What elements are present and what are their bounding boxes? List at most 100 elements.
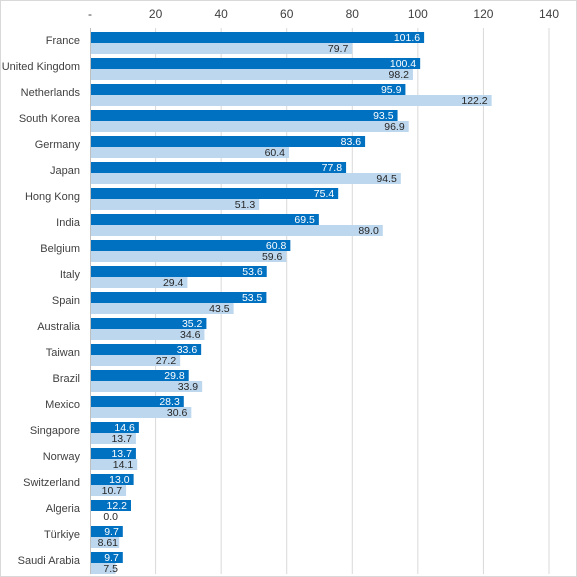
category-label: Türkiye <box>44 529 80 541</box>
category-label: Netherlands <box>21 87 81 99</box>
bar-dark <box>91 448 136 459</box>
bar-dark <box>91 32 425 43</box>
bar-dark <box>91 84 406 95</box>
bar-light <box>91 303 234 314</box>
data-label: 89.0 <box>358 225 379 237</box>
bar-light <box>91 485 127 496</box>
bar-light <box>91 355 181 366</box>
data-label: 12.2 <box>107 500 128 512</box>
bar-dark <box>91 344 202 355</box>
data-label: 33.9 <box>178 381 199 393</box>
data-label: 14.6 <box>114 422 135 434</box>
category-label: Algeria <box>46 503 81 515</box>
data-label: 95.9 <box>381 84 402 96</box>
bar-light <box>91 251 287 262</box>
bar-dark <box>91 526 123 537</box>
x-tick-label: 80 <box>346 7 360 21</box>
data-label: 93.5 <box>373 110 394 122</box>
data-label: 8.61 <box>98 537 119 549</box>
category-label: Australia <box>37 321 81 333</box>
x-tick-label: 60 <box>280 7 294 21</box>
bar-dark <box>91 162 347 173</box>
category-label: Belgium <box>40 243 80 255</box>
x-tick-label: 20 <box>149 7 163 21</box>
bar-dark <box>91 292 267 303</box>
bar-dark <box>91 266 267 277</box>
data-label: 101.6 <box>394 32 420 44</box>
bar-dark <box>91 240 291 251</box>
bar-light <box>91 277 188 288</box>
bar-light <box>91 43 353 54</box>
bar-light <box>91 225 383 236</box>
data-label: 94.5 <box>376 173 397 185</box>
bar-dark <box>91 58 421 69</box>
bar-dark <box>91 500 131 511</box>
category-label: Singapore <box>30 425 80 437</box>
data-label: 9.7 <box>104 526 119 538</box>
category-label: Spain <box>52 295 80 307</box>
bar-dark <box>91 474 134 485</box>
data-label: 0.0 <box>103 511 118 523</box>
category-label: Taiwan <box>46 347 80 359</box>
x-tick-label: - <box>88 7 92 21</box>
data-label: 69.5 <box>294 214 315 226</box>
data-label: 53.6 <box>242 266 263 278</box>
bar-light <box>91 433 136 444</box>
data-label: 43.5 <box>209 303 230 315</box>
category-label: Hong Kong <box>25 191 80 203</box>
data-label: 10.7 <box>102 485 123 497</box>
bar-dark <box>91 214 319 225</box>
bar-light <box>91 563 116 574</box>
bar-light <box>91 121 409 132</box>
data-label: 75.4 <box>314 188 335 200</box>
data-label: 60.8 <box>266 240 287 252</box>
data-label: 35.2 <box>182 318 203 330</box>
bar-dark <box>91 370 189 381</box>
data-label: 122.2 <box>461 95 487 107</box>
category-label: Saudi Arabia <box>18 555 81 567</box>
data-label: 30.6 <box>167 407 188 419</box>
category-label: Germany <box>35 139 81 151</box>
data-label: 29.8 <box>164 370 185 382</box>
x-tick-label: 120 <box>473 7 493 21</box>
category-label: Brazil <box>52 373 80 385</box>
data-label: 51.3 <box>235 199 256 211</box>
category-label: Japan <box>50 165 80 177</box>
data-label: 98.2 <box>389 69 410 81</box>
bar-dark <box>91 422 139 433</box>
bar-light <box>91 537 120 548</box>
data-label: 28.3 <box>159 396 180 408</box>
data-label: 100.4 <box>390 58 416 70</box>
bar-light <box>91 329 205 340</box>
data-label: 83.6 <box>341 136 362 148</box>
bar-light <box>91 199 260 210</box>
data-label: 33.6 <box>177 344 198 356</box>
data-label: 53.5 <box>242 292 263 304</box>
data-label: 60.4 <box>265 147 286 159</box>
bar-dark <box>91 318 207 329</box>
data-label: 59.6 <box>262 251 283 263</box>
bar-light <box>91 173 401 184</box>
bar-light <box>91 407 192 418</box>
category-label: Italy <box>60 269 81 281</box>
x-tick-label: 100 <box>408 7 428 21</box>
data-label: 27.2 <box>156 355 177 367</box>
data-label: 77.8 <box>322 162 343 174</box>
data-label: 13.7 <box>111 433 132 445</box>
category-label: France <box>46 35 80 47</box>
bar-light <box>91 381 203 392</box>
bar-light <box>91 69 413 80</box>
bar-dark <box>91 136 366 147</box>
data-label: 13.0 <box>109 474 130 486</box>
category-label: Mexico <box>45 399 80 411</box>
data-label: 96.9 <box>384 121 405 133</box>
x-tick-label: 40 <box>214 7 228 21</box>
bar-light <box>91 459 138 470</box>
x-tick-label: 140 <box>539 7 559 21</box>
bar-dark <box>91 110 398 121</box>
data-label: 79.7 <box>328 43 349 55</box>
category-label: United Kingdom <box>2 61 80 73</box>
data-label: 9.7 <box>104 552 119 564</box>
data-label: 14.1 <box>113 459 134 471</box>
